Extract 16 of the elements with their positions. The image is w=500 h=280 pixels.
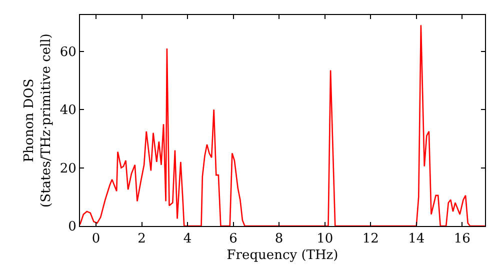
y-axis-title: Phonon DOS (States/THz·primitive cell): [22, 33, 54, 208]
x-tick-label: 2: [138, 232, 146, 247]
x-tick-label: 14: [408, 232, 425, 247]
y-tick-label: 20: [60, 161, 76, 176]
line-series: [80, 24, 485, 226]
x-tick-label: 10: [316, 232, 334, 247]
x-tick-label: 16: [454, 232, 470, 247]
x-axis-title: Frequency (THz): [226, 248, 338, 264]
x-tick-label: 4: [183, 232, 192, 247]
y-tick-label: 40: [60, 103, 76, 118]
x-tick-label: 0: [92, 232, 100, 247]
x-tick-label: 6: [229, 232, 238, 247]
y-tick-label: 60: [60, 44, 76, 60]
x-tick-label: 8: [274, 232, 284, 247]
x-tick-label: 12: [362, 232, 379, 247]
y-tick-label: 0: [68, 220, 76, 235]
